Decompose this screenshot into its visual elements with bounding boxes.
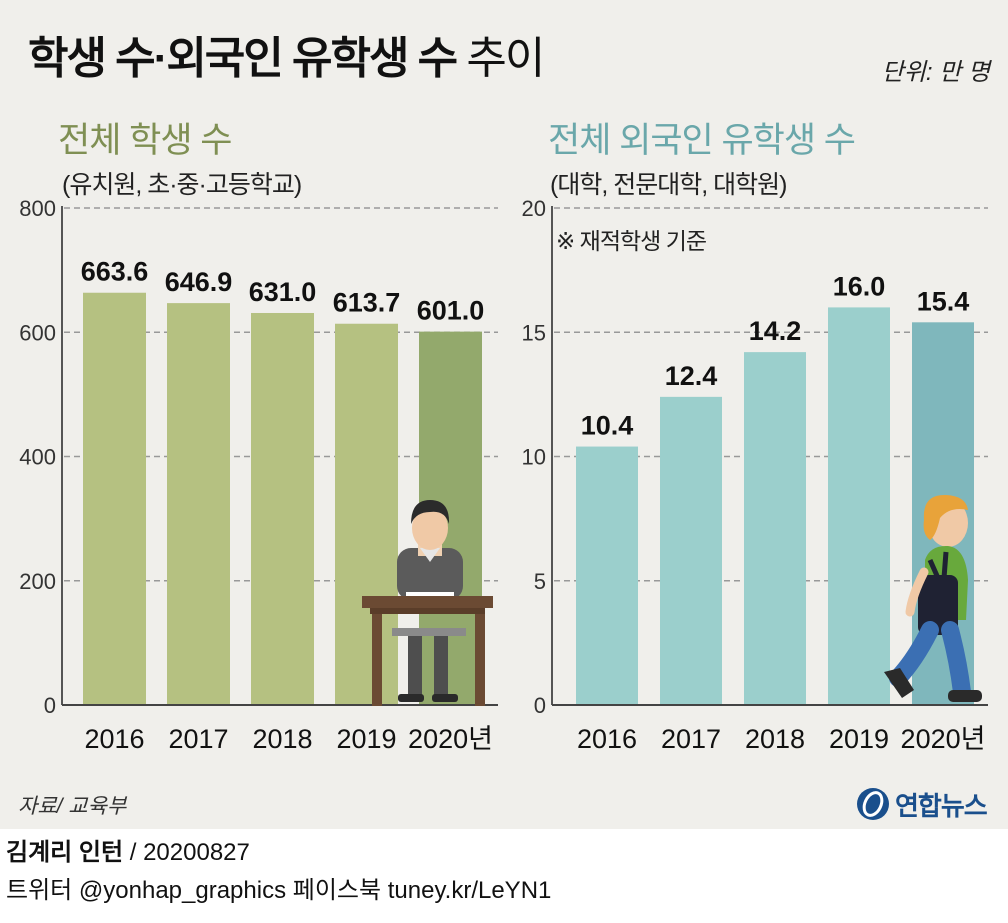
bar-value-label: 663.6 bbox=[81, 257, 149, 287]
bar bbox=[660, 396, 722, 705]
bar-value-label: 12.4 bbox=[665, 361, 718, 391]
charts-canvas: 0200400600800663.62016646.92017631.02018… bbox=[19, 196, 988, 754]
bar-value-label: 15.4 bbox=[917, 286, 970, 316]
x-category-label: 2017 bbox=[168, 724, 228, 754]
bar bbox=[744, 352, 806, 705]
bar-value-label: 631.0 bbox=[249, 277, 317, 307]
bar bbox=[828, 307, 890, 705]
y-tick-label: 200 bbox=[19, 569, 56, 594]
y-tick-label: 800 bbox=[19, 196, 56, 221]
credit-date: / 20200827 bbox=[129, 839, 250, 866]
credit-line: 김계리 인턴 / 20200827 bbox=[6, 832, 250, 867]
credit-author: 김계리 인턴 bbox=[6, 839, 124, 866]
y-tick-label: 0 bbox=[44, 693, 56, 718]
y-tick-label: 5 bbox=[534, 569, 546, 594]
x-category-label: 2018 bbox=[745, 724, 805, 754]
bar bbox=[576, 446, 638, 705]
walking-student-illustration bbox=[884, 494, 982, 702]
brand-logo: 연합뉴스 bbox=[855, 784, 988, 824]
infographic: 학생 수·외국인 유학생 수 추이 단위: 만 명 전체 학생 수 (유치원, … bbox=[0, 0, 1008, 829]
brand-name: 연합뉴스 bbox=[895, 790, 988, 821]
foreign-student-chart: 0 5 10 15 20 10.4 2016 12.4 2017 14.2 2018 16.0 2019… bbox=[522, 196, 988, 754]
x-category-label: 2016 bbox=[577, 724, 637, 754]
y-tick-label: 400 bbox=[19, 445, 56, 470]
x-category-label: 2019 bbox=[829, 724, 889, 754]
x-category-label: 2017 bbox=[661, 724, 721, 754]
right-chart-note: ※ 재적학생 기준 bbox=[556, 228, 707, 254]
y-tick-label: 0 bbox=[534, 693, 546, 718]
bar bbox=[335, 323, 398, 705]
title-main-text: 학생 수·외국인 유학생 수 bbox=[28, 34, 458, 83]
left-chart-subtitle: (유치원, 초·중·고등학교) bbox=[62, 171, 302, 199]
bar bbox=[83, 292, 146, 705]
yonhap-logo-icon bbox=[857, 788, 889, 820]
bar bbox=[167, 303, 230, 705]
x-category-label: 2019 bbox=[336, 724, 396, 754]
bar-value-label: 10.4 bbox=[581, 411, 634, 441]
y-tick-label: 600 bbox=[19, 320, 56, 345]
y-tick-label: 10 bbox=[522, 445, 546, 470]
page-title: 학생 수·외국인 유학생 수 추이 bbox=[28, 22, 545, 86]
x-category-label: 2018 bbox=[252, 724, 312, 754]
student-count-chart: 0 200 400 600 800 663.6 2016 646.9 2017 631.0 2018… bbox=[19, 196, 498, 754]
bar-value-label: 646.9 bbox=[165, 267, 233, 297]
x-category-label: 2020년 bbox=[408, 724, 493, 754]
credit-social: 트위터 @yonhap_graphics 페이스북 tuney.kr/LeYN1 bbox=[6, 877, 552, 904]
bar-value-label: 16.0 bbox=[833, 271, 886, 301]
right-chart-title: 전체 외국인 유학생 수 bbox=[548, 121, 856, 160]
right-chart-subtitle: (대학, 전문대학, 대학원) bbox=[550, 171, 787, 199]
source-label: 자료/ 교육부 bbox=[18, 795, 127, 818]
bar-value-label: 613.7 bbox=[333, 288, 401, 318]
bar-value-label: 601.0 bbox=[417, 296, 485, 326]
bar bbox=[251, 312, 314, 705]
student-at-desk-illustration bbox=[362, 500, 493, 706]
title-suffix: 추이 bbox=[466, 34, 545, 83]
unit-label: 단위: 만 명 bbox=[881, 59, 990, 86]
x-category-label: 2020년 bbox=[901, 724, 986, 754]
y-tick-label: 15 bbox=[522, 320, 546, 345]
bar-value-label: 14.2 bbox=[749, 316, 802, 346]
left-chart-title: 전체 학생 수 bbox=[58, 121, 232, 160]
y-tick-label: 20 bbox=[522, 196, 546, 221]
x-category-label: 2016 bbox=[84, 724, 144, 754]
